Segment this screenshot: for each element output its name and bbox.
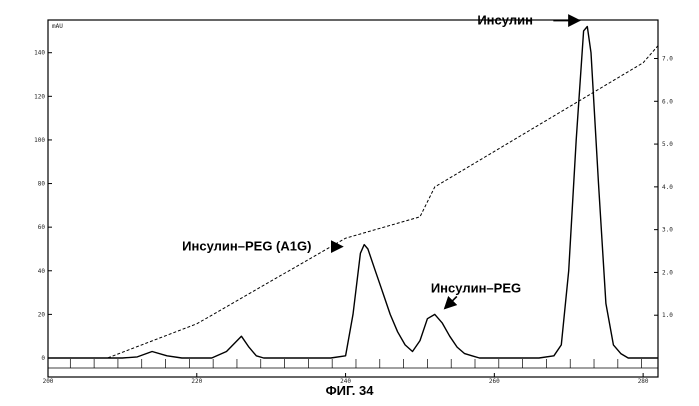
figure-caption: ФИГ. 34 xyxy=(0,383,699,398)
left-tick-label: 140 xyxy=(34,50,45,57)
peak-label: Инсулин–PEG xyxy=(431,280,521,295)
left-tick-label: 0 xyxy=(41,355,45,362)
right-tick-label: 7.0 xyxy=(662,56,673,63)
right-tick-label: 6.0 xyxy=(662,98,673,105)
right-tick-label: 2.0 xyxy=(662,269,673,276)
left-tick-label: 100 xyxy=(34,137,45,144)
plot-frame xyxy=(48,20,658,377)
absorbance-series-line xyxy=(48,27,658,359)
left-axis-unit: mAU xyxy=(52,23,63,30)
peak-arrow xyxy=(445,296,457,308)
left-tick-label: 80 xyxy=(38,181,46,188)
fraction-marker-strip xyxy=(48,359,658,368)
left-tick-label: 60 xyxy=(38,224,46,231)
left-tick-label: 20 xyxy=(38,311,46,318)
left-axis-ticks: 0 20 40 60 80 100 120 140 xyxy=(34,50,52,362)
peak-annotations: Инсулин Инсулин–PEG Инсулин–PEG (A1G) xyxy=(182,13,579,309)
right-tick-label: 4.0 xyxy=(662,184,673,191)
right-axis-ticks: 1.0 2.0 3.0 4.0 5.0 6.0 7.0 xyxy=(654,56,673,320)
right-tick-label: 1.0 xyxy=(662,312,673,319)
peak-label: Инсулин xyxy=(477,13,533,28)
left-tick-label: 40 xyxy=(38,268,46,275)
left-tick-label: 120 xyxy=(34,93,45,100)
right-tick-label: 3.0 xyxy=(662,227,673,234)
right-tick-label: 5.0 xyxy=(662,141,673,148)
peak-label: Инсулин–PEG (A1G) xyxy=(182,239,311,254)
